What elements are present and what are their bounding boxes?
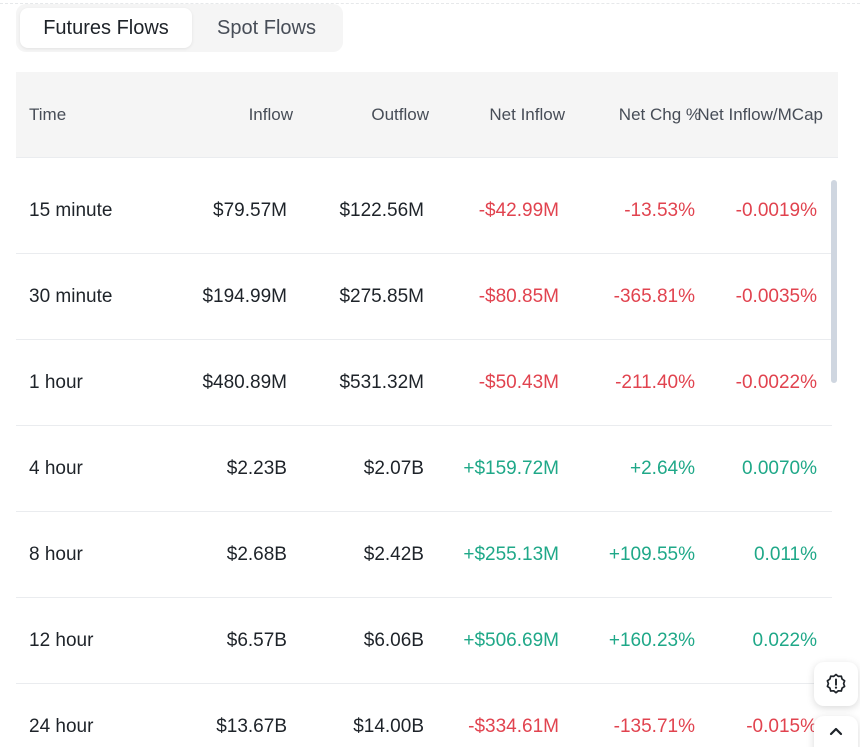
table-row: 24 hour $13.67B $14.00B -$334.61M -135.71% -0…	[16, 684, 832, 747]
feedback-button[interactable]	[814, 662, 858, 706]
cell-time: 4 hour	[29, 458, 83, 479]
table-row: 1 hour $480.89M $531.32M -$50.43M -211.40% -0…	[16, 340, 832, 426]
table-row: 30 minute $194.99M $275.85M -$80.85M -365.81…	[16, 254, 832, 340]
header-net-inflow: Net Inflow	[489, 105, 565, 124]
cell-net-chg: -211.40%	[615, 372, 695, 393]
cell-net-inflow: -$42.99M	[478, 200, 559, 221]
table-body: 15 minute $79.57M $122.56M -$42.99M -13.53% -…	[16, 168, 838, 747]
cell-net-inflow: -$334.61M	[468, 716, 559, 737]
cell-time: 24 hour	[29, 716, 94, 737]
cell-net-inflow-mcap: -0.015%	[746, 716, 817, 737]
cell-net-inflow: +$506.69M	[463, 630, 559, 651]
tab-spot-flows[interactable]: Spot Flows	[217, 17, 316, 39]
cell-net-chg: +2.64%	[630, 458, 695, 479]
cell-net-chg: -365.81%	[613, 286, 695, 307]
cell-net-chg: +109.55%	[608, 544, 695, 565]
table-row: 8 hour $2.68B $2.42B +$255.13M +109.55% 0.011…	[16, 512, 832, 598]
cell-net-inflow: +$255.13M	[463, 544, 559, 565]
cell-net-inflow-mcap: 0.022%	[752, 630, 817, 651]
table-row: 15 minute $79.57M $122.56M -$42.99M -13.53% -…	[16, 168, 832, 254]
table-row: 4 hour $2.23B $2.07B +$159.72M +2.64% 0.0070%	[16, 426, 832, 512]
table-row: 12 hour $6.57B $6.06B +$506.69M +160.23% 0.02…	[16, 598, 832, 684]
cell-net-chg: -13.53%	[624, 200, 695, 221]
flows-table: Time Inflow Outflow Net Inflow Net Chg %…	[16, 72, 838, 747]
cell-net-chg: -135.71%	[613, 716, 695, 737]
cell-time: 1 hour	[29, 372, 83, 393]
cell-inflow: $6.57B	[226, 630, 287, 651]
top-divider	[0, 3, 860, 4]
table-scrollbar[interactable]	[831, 180, 837, 383]
cell-outflow: $2.07B	[363, 458, 424, 479]
cell-inflow: $13.67B	[216, 716, 287, 737]
flow-tabs: Futures Flows Spot Flows	[16, 4, 343, 52]
cell-time: 12 hour	[29, 630, 94, 651]
cell-outflow: $14.00B	[353, 716, 424, 737]
header-inflow: Inflow	[248, 105, 293, 124]
table-body-spacer	[16, 158, 838, 168]
cell-inflow: $194.99M	[202, 286, 287, 307]
cell-net-inflow-mcap: -0.0019%	[735, 200, 817, 221]
cell-net-inflow-mcap: -0.0022%	[735, 372, 817, 393]
header-outflow: Outflow	[371, 105, 429, 124]
header-time: Time	[29, 105, 67, 124]
cell-net-inflow-mcap: -0.0035%	[735, 286, 817, 307]
cell-time: 15 minute	[29, 200, 113, 221]
tab-futures-flows[interactable]: Futures Flows	[20, 8, 192, 48]
cell-inflow: $2.68B	[226, 544, 287, 565]
cell-net-inflow-mcap: 0.0070%	[741, 458, 817, 479]
cell-inflow: $2.23B	[226, 458, 287, 479]
header-net-chg: Net Chg %	[618, 105, 701, 124]
chevron-up-icon	[829, 727, 843, 736]
cell-net-inflow: -$50.43M	[478, 372, 559, 393]
cell-inflow: $79.57M	[213, 200, 287, 221]
cell-inflow: $480.89M	[202, 372, 287, 393]
cell-time: 8 hour	[29, 544, 83, 565]
cell-outflow: $275.85M	[339, 286, 424, 307]
cell-outflow: $531.32M	[339, 372, 424, 393]
cell-outflow: $122.56M	[339, 200, 424, 221]
back-to-top-button[interactable]	[814, 716, 858, 747]
cell-net-inflow-mcap: 0.011%	[753, 544, 817, 565]
cell-net-chg: +160.23%	[608, 630, 695, 651]
cell-net-inflow: -$80.85M	[478, 286, 559, 307]
cell-outflow: $2.42B	[363, 544, 424, 565]
alert-badge-icon	[826, 673, 846, 694]
header-net-inflow-mcap: Net Inflow/MCap	[697, 105, 823, 124]
cell-net-inflow: +$159.72M	[463, 458, 559, 479]
cell-time: 30 minute	[29, 286, 113, 307]
cell-outflow: $6.06B	[363, 630, 424, 651]
table-header: Time Inflow Outflow Net Inflow Net Chg %…	[16, 72, 838, 158]
